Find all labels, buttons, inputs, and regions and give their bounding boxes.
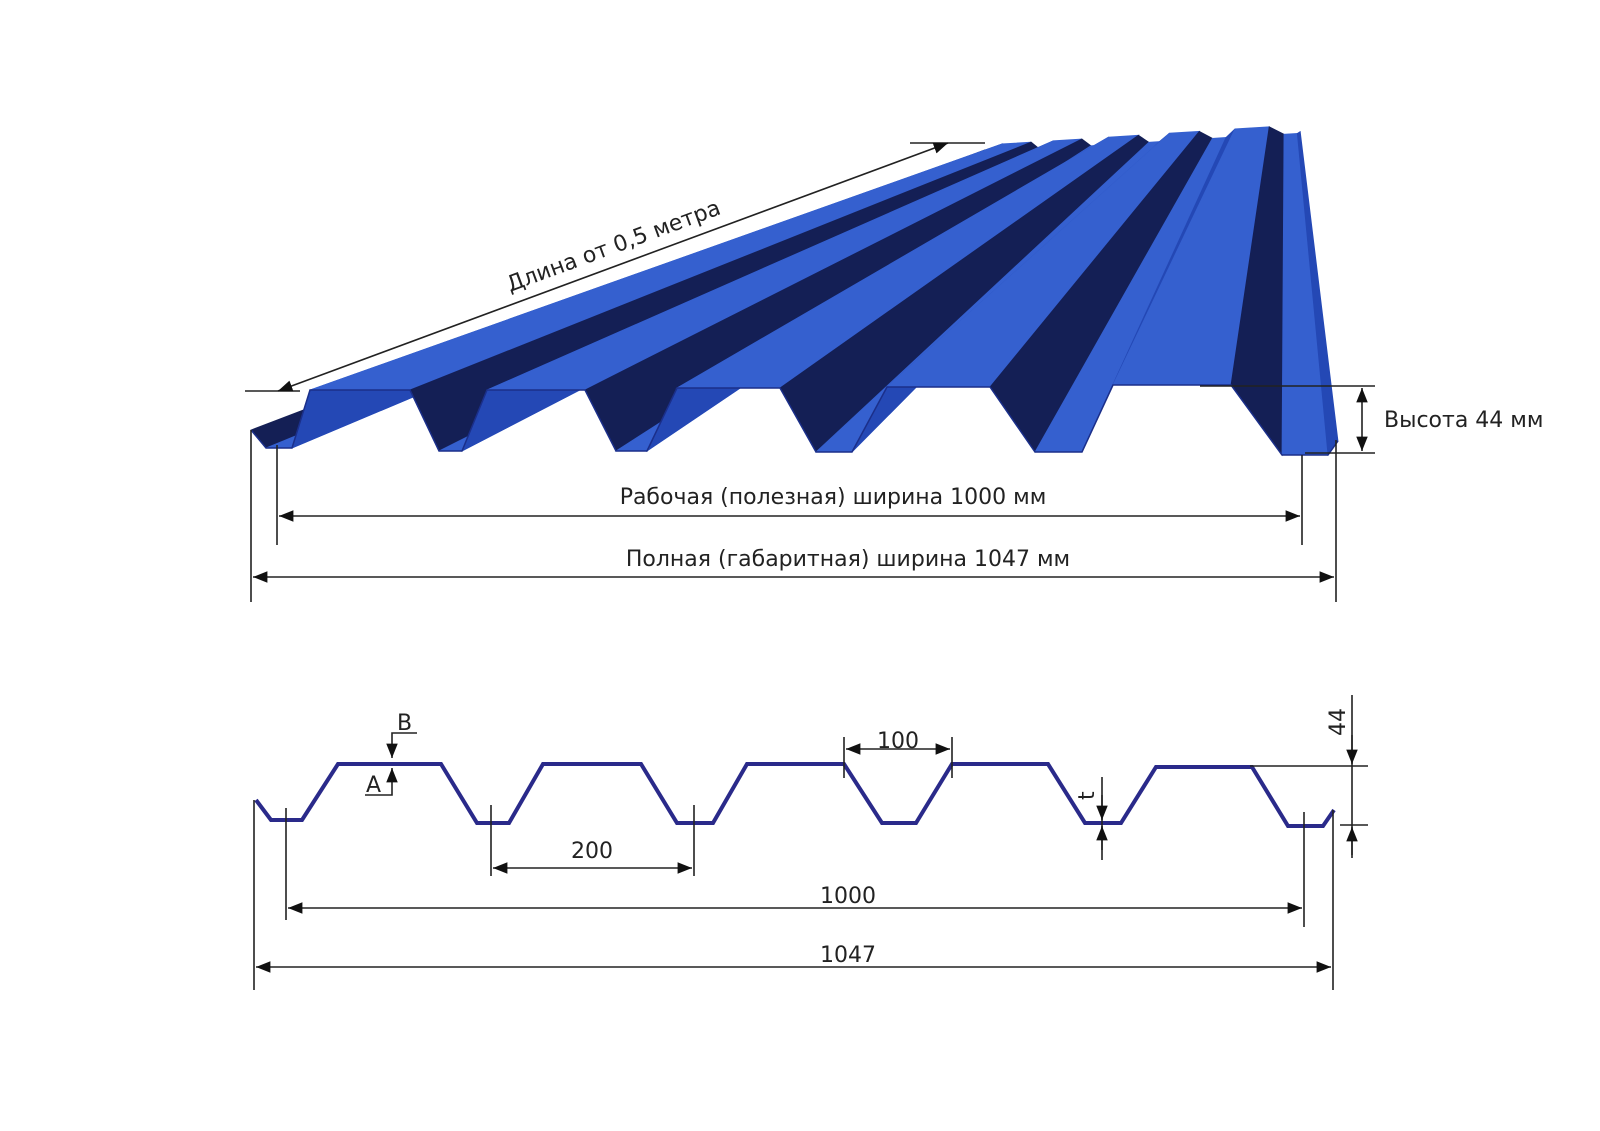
full-width-label: Полная (габаритная) ширина 1047 мм xyxy=(626,547,1070,572)
height-value: 44 xyxy=(1326,708,1351,736)
pitch-label: 200 xyxy=(571,839,613,864)
full-width-dimension: 1047 xyxy=(253,800,1334,990)
label-t: t xyxy=(1075,791,1100,800)
sheet-3d-render xyxy=(250,126,1339,457)
full-width-dimension-top: Полная (габаритная) ширина 1047 мм xyxy=(250,430,1337,602)
height-label: Высота 44 мм xyxy=(1384,408,1544,433)
label-A: A xyxy=(366,773,381,798)
pitch-dimension: 200 xyxy=(490,805,695,876)
full-width-value: 1047 xyxy=(820,943,876,968)
thickness-marks-A-B: B A xyxy=(365,711,417,798)
working-width-dimension-top: Рабочая (полезная) ширина 1000 мм xyxy=(276,445,1303,545)
height-dimension: 44 xyxy=(1250,695,1368,858)
rib-width-label: 100 xyxy=(877,729,919,754)
working-width-dimension: 1000 xyxy=(285,808,1305,927)
height-dimension-top: Высота 44 мм xyxy=(1200,385,1544,454)
working-width-label: Рабочая (полезная) ширина 1000 мм xyxy=(620,485,1047,510)
working-width-value: 1000 xyxy=(820,884,876,909)
sheet-cross-section xyxy=(254,762,1336,828)
thickness-mark-t: t xyxy=(1075,777,1108,860)
rib-width-dimension: 100 xyxy=(843,729,953,778)
label-B: B xyxy=(397,711,412,736)
